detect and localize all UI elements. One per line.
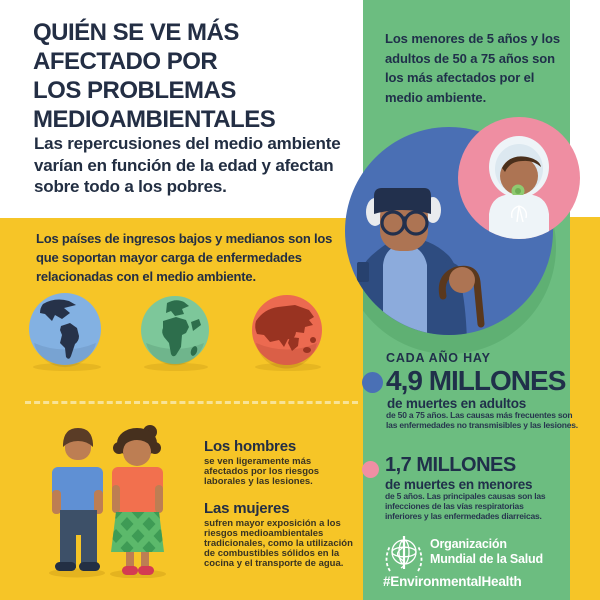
men-text: se ven ligeramente más afectados por los… [204,456,320,487]
woman-figure-illustration [111,425,164,575]
income-callout-text: Los países de ingresos bajos y medianos … [36,231,333,284]
adults-stat-label: de muertes en adultos [387,396,527,411]
globe-americas-icon [29,293,101,371]
man-figure-illustration [49,425,166,578]
yellow-strip [570,217,600,600]
children-bullet-dot [362,461,379,478]
page-subtitle: Las repercusiones del medio ambiente var… [34,134,341,196]
men-heading: Los hombres [204,438,296,455]
who-emblem-icon [385,536,423,572]
adults-stat-value: 4,9 MILLONES [386,365,566,396]
adults-stat-detail: de 50 a 75 años. Las causas más frecuent… [386,410,578,430]
globe-asia-icon [252,295,322,371]
women-heading: Las mujeres [204,500,290,517]
children-stat-label: de muertes en menores [385,477,533,492]
age-callout-text: Los menores de 5 años y los adultos de 5… [385,31,561,105]
baby-illustration [458,117,580,239]
org-name: Organización Mundial de la Salud [430,537,543,566]
globe-africa-europe-icon [141,296,209,371]
elderly-man-illustration [345,117,580,335]
dashed-divider [25,401,358,404]
women-text: sufren mayor exposición a los riesgos me… [204,518,353,569]
stats-lead-in: CADA AÑO HAY [386,351,491,365]
hashtag: #EnvironmentalHealth [383,574,522,589]
children-stat-value: 1,7 MILLONES [385,454,516,476]
children-stat-detail: de 5 años. Las principales causas son la… [385,491,546,521]
adults-bullet-dot [362,372,383,393]
page-title: QUIÉN SE VE MÁS AFECTADO POR LOS PROBLEM… [33,19,276,133]
